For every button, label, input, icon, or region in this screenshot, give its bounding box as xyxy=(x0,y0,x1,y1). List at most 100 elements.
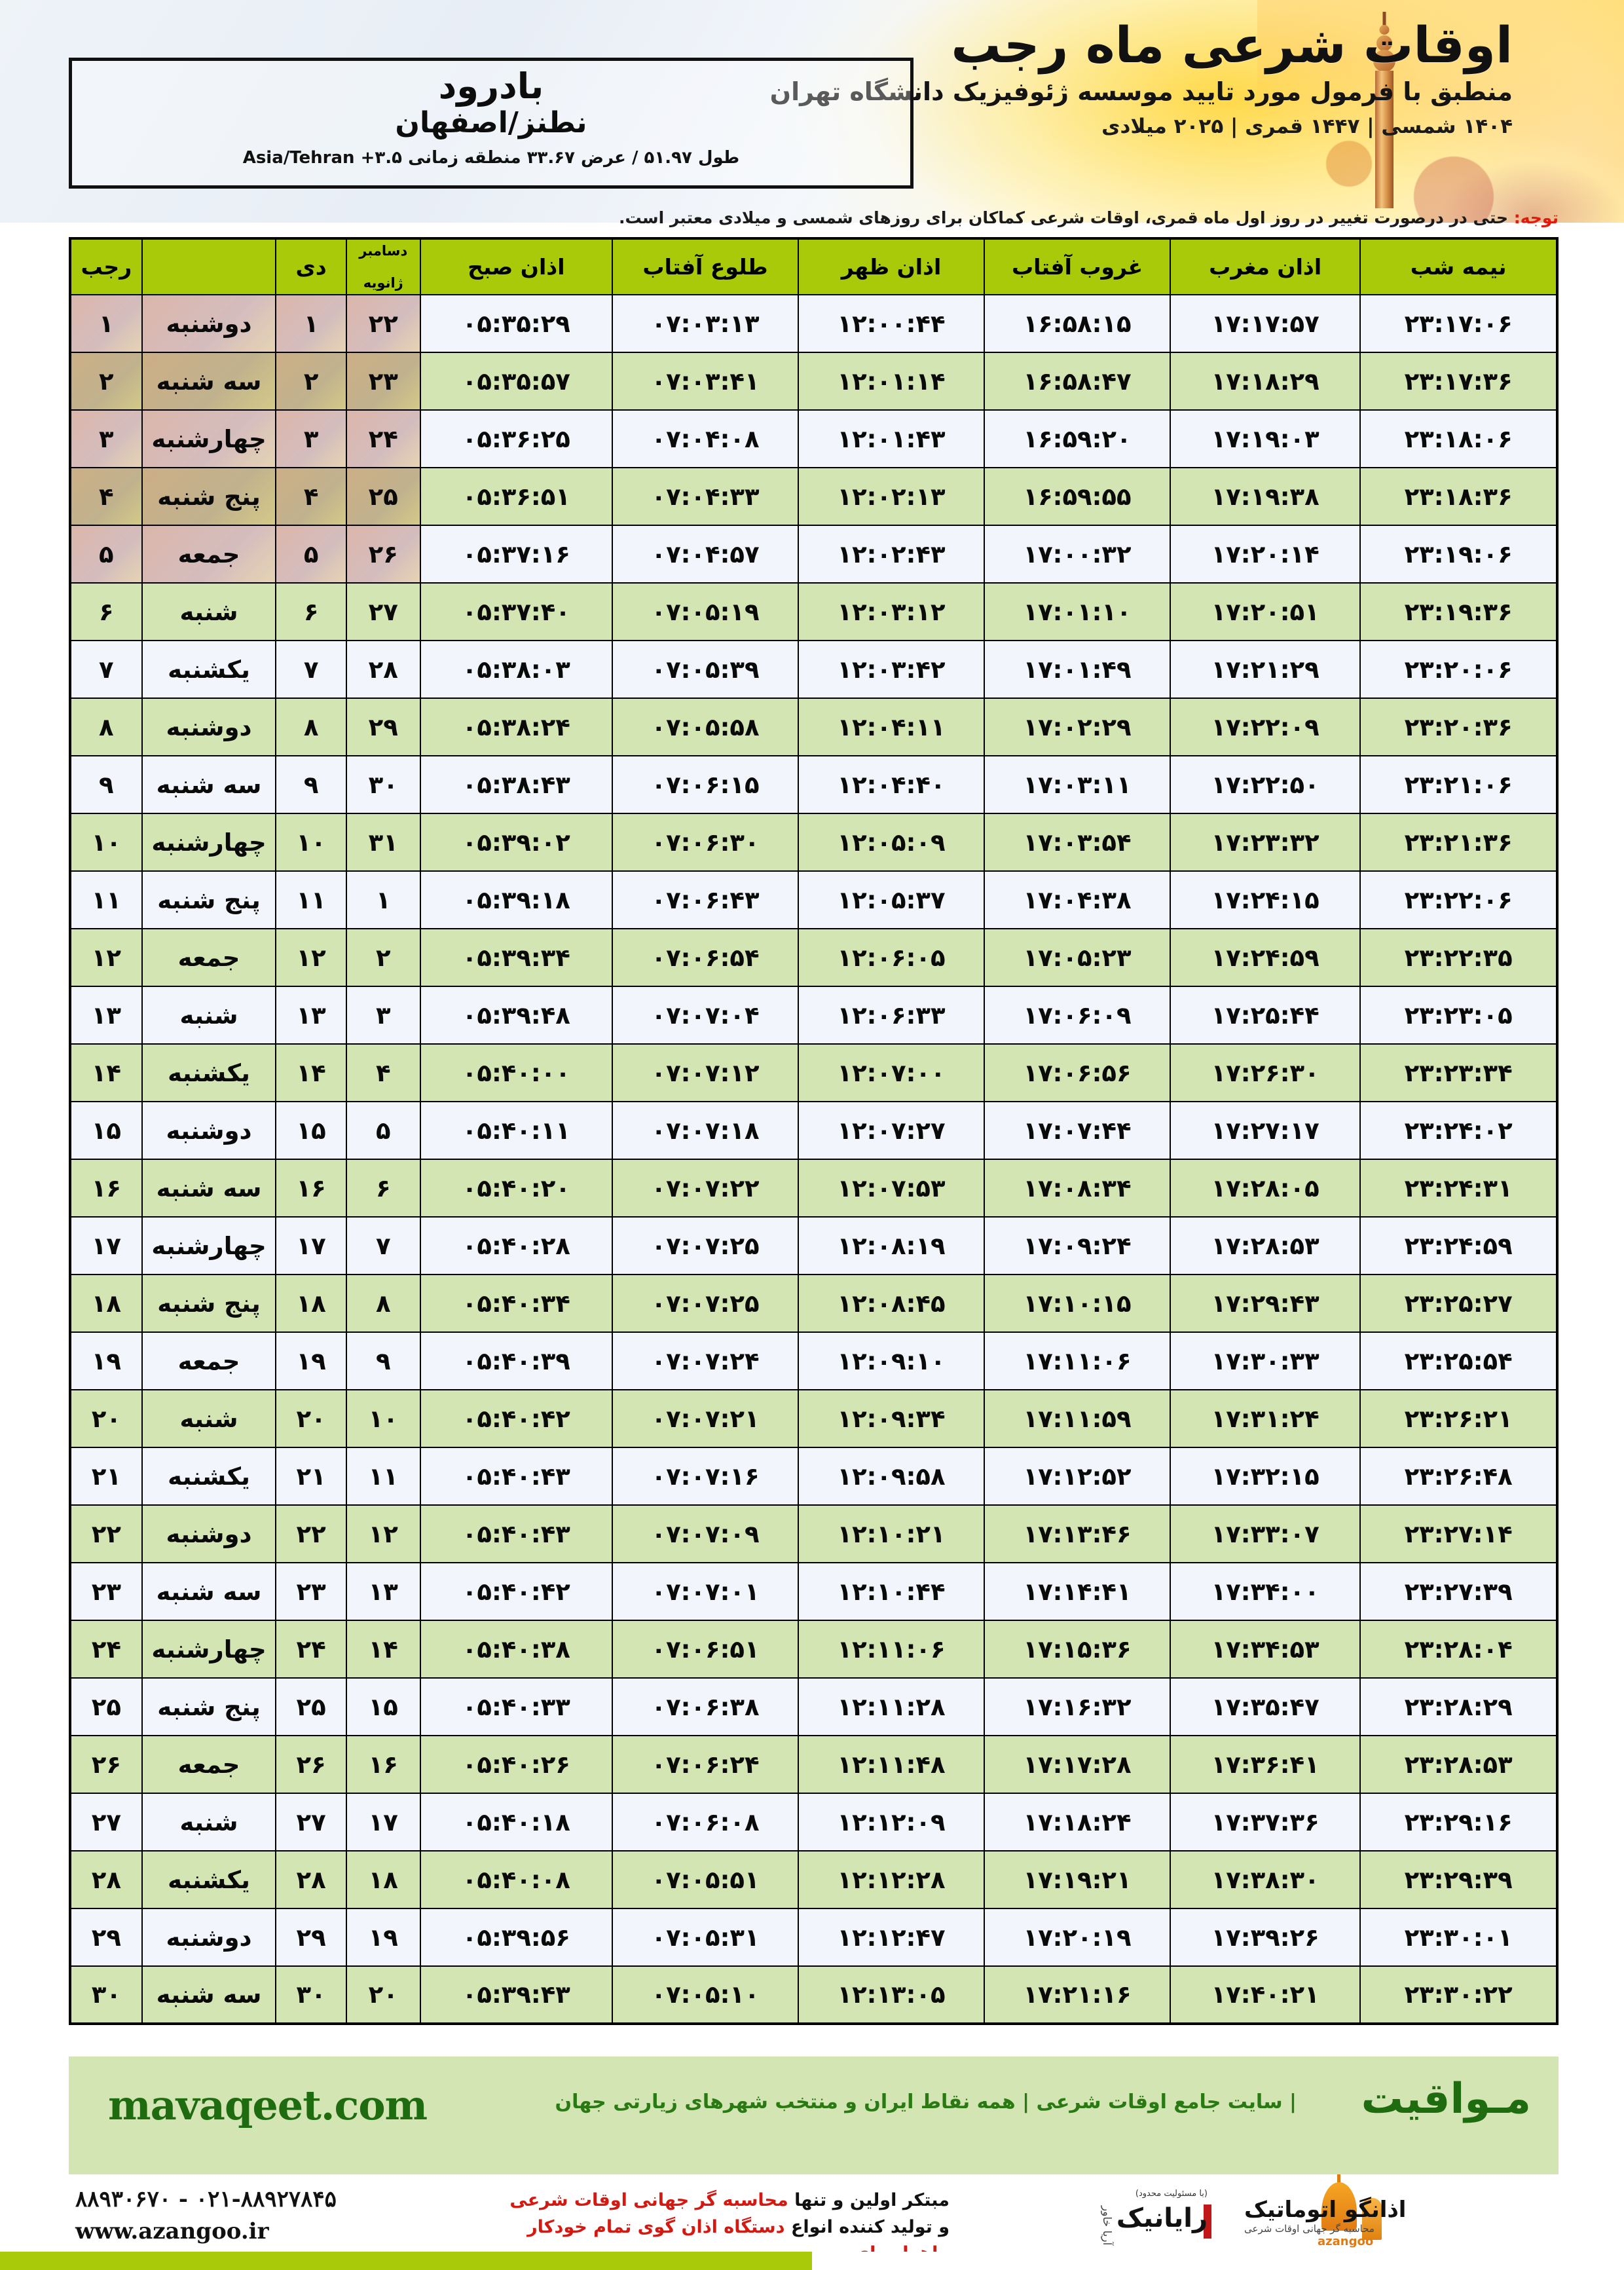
cell-rajab-day: ۳۰ xyxy=(69,1965,143,2024)
cell-dhuhr: ۱۲:۱۰:۴۴ xyxy=(798,1562,986,1621)
cell-midnight: ۲۳:۲۰:۰۶ xyxy=(1359,640,1558,699)
cell-sunrise: ۰۷:۰۷:۲۵ xyxy=(612,1216,800,1275)
mosque-dome-icon xyxy=(1321,2182,1357,2231)
cell-weekday: شنبه xyxy=(141,582,277,641)
cell-rajab-day: ۱۱ xyxy=(69,870,143,929)
cell-gregorian-day: ۲۴ xyxy=(345,409,421,468)
cell-dhuhr: ۱۲:۱۱:۴۸ xyxy=(798,1735,986,1794)
cell-dey-day: ۳۰ xyxy=(275,1965,347,2024)
cell-sunset: ۱۷:۲۱:۱۶ xyxy=(984,1965,1172,2024)
cell-sunrise: ۰۷:۰۶:۳۰ xyxy=(612,813,800,872)
cell-fajr: ۰۵:۳۹:۵۶ xyxy=(419,1908,614,1967)
table-row: ۲۳:۲۹:۳۹ ۱۷:۳۸:۳۰ ۱۷:۱۹:۲۱ ۱۲:۱۲:۲۸ ۰۷:۰۵:۵۱… xyxy=(69,1850,1558,1909)
cell-dey-day: ۱۳ xyxy=(275,986,347,1045)
cell-sunset: ۱۷:۰۱:۴۹ xyxy=(984,640,1172,699)
cell-midnight: ۲۳:۲۸:۵۳ xyxy=(1359,1735,1558,1794)
cell-rajab-day: ۱۸ xyxy=(69,1274,143,1333)
column-header-maghrib: اذان مغرب xyxy=(1170,238,1361,295)
cell-dey-day: ۲۶ xyxy=(275,1735,347,1794)
cell-dhuhr: ۱۲:۰۷:۰۰ xyxy=(798,1043,986,1102)
cell-sunset: ۱۷:۰۶:۵۶ xyxy=(984,1043,1172,1102)
page-header: اوقات شرعی ماه رجب منطبق با فرمول مورد ت… xyxy=(0,0,1624,223)
shrine-artwork-icon xyxy=(1257,0,1624,223)
brand-website-link[interactable]: mavaqeet.com xyxy=(108,2081,428,2129)
cell-gregorian-day: ۱۲ xyxy=(345,1504,421,1563)
cell-dhuhr: ۱۲:۰۲:۱۳ xyxy=(798,467,986,526)
cell-sunset: ۱۷:۱۴:۴۱ xyxy=(984,1562,1172,1621)
cell-gregorian-day: ۷ xyxy=(345,1216,421,1275)
cell-rajab-day: ۸ xyxy=(69,698,143,756)
cell-gregorian-day: ۲ xyxy=(345,928,421,987)
cell-dhuhr: ۱۲:۰۳:۱۲ xyxy=(798,582,986,641)
cell-dey-day: ۲۵ xyxy=(275,1677,347,1736)
location-box: بادرود نطنز/اصفهان طول ۵۱.۹۷ / عرض ۳۳.۶۷… xyxy=(69,58,913,189)
cell-fajr: ۰۵:۴۰:۲۶ xyxy=(419,1735,614,1794)
table-row: ۲۳:۳۰:۰۱ ۱۷:۳۹:۲۶ ۱۷:۲۰:۱۹ ۱۲:۱۲:۴۷ ۰۷:۰۵:۳۱… xyxy=(69,1908,1558,1967)
cell-midnight: ۲۳:۲۵:۵۴ xyxy=(1359,1331,1558,1390)
cell-sunset: ۱۷:۰۲:۲۹ xyxy=(984,698,1172,756)
cell-midnight: ۲۳:۲۵:۲۷ xyxy=(1359,1274,1558,1333)
cell-maghrib: ۱۷:۱۹:۰۳ xyxy=(1170,409,1361,468)
cell-sunrise: ۰۷:۰۷:۲۲ xyxy=(612,1159,800,1218)
cell-weekday: پنج شنبه xyxy=(141,1274,277,1333)
contact-block: ۰۲۱-۸۸۹۲۷۸۴۵ - ۸۸۹۳۰۶۷۰ www.azangoo.ir xyxy=(75,2184,337,2248)
cell-midnight: ۲۳:۳۰:۲۲ xyxy=(1359,1965,1558,2024)
cell-dey-day: ۴ xyxy=(275,467,347,526)
cell-sunset: ۱۷:۱۶:۳۲ xyxy=(984,1677,1172,1736)
cell-midnight: ۲۳:۱۸:۳۶ xyxy=(1359,467,1558,526)
cell-gregorian-day: ۱۷ xyxy=(345,1793,421,1851)
cell-fajr: ۰۵:۳۹:۴۳ xyxy=(419,1965,614,2024)
cell-sunset: ۱۷:۲۰:۱۹ xyxy=(984,1908,1172,1967)
table-row: ۲۳:۱۸:۳۶ ۱۷:۱۹:۳۸ ۱۶:۵۹:۵۵ ۱۲:۰۲:۱۳ ۰۷:۰۴:۳۳… xyxy=(69,467,1558,526)
cell-midnight: ۲۳:۲۳:۳۴ xyxy=(1359,1043,1558,1102)
cell-dey-day: ۱۶ xyxy=(275,1159,347,1218)
cell-midnight: ۲۳:۲۲:۳۵ xyxy=(1359,928,1558,987)
note-label: توجه: xyxy=(1513,208,1559,227)
cell-dhuhr: ۱۲:۰۷:۲۷ xyxy=(798,1101,986,1160)
cell-dey-day: ۸ xyxy=(275,698,347,756)
cell-dey-day: ۲۱ xyxy=(275,1447,347,1506)
cell-sunset: ۱۷:۱۹:۲۱ xyxy=(984,1850,1172,1909)
cell-dhuhr: ۱۲:۰۹:۱۰ xyxy=(798,1331,986,1390)
rayaneek-legal-note: (با مسئولیت محدود) xyxy=(1135,2189,1208,2199)
cell-sunrise: ۰۷:۰۶:۲۴ xyxy=(612,1735,800,1794)
cell-rajab-day: ۲۴ xyxy=(69,1620,143,1679)
azangoo-website-link[interactable]: www.azangoo.ir xyxy=(75,2218,269,2245)
cell-midnight: ۲۳:۲۷:۱۴ xyxy=(1359,1504,1558,1563)
cell-fajr: ۰۵:۴۰:۴۲ xyxy=(419,1562,614,1621)
cell-midnight: ۲۳:۲۶:۲۱ xyxy=(1359,1389,1558,1448)
cell-midnight: ۲۳:۲۹:۱۶ xyxy=(1359,1793,1558,1851)
cell-dey-day: ۱۲ xyxy=(275,928,347,987)
cell-maghrib: ۱۷:۳۶:۴۱ xyxy=(1170,1735,1361,1794)
calendar-date-line: ۱۴۰۴ شمسی | ۱۴۴۷ قمری | ۲۰۲۵ میلادی xyxy=(1101,114,1513,138)
rayaneek-logo-bar-icon xyxy=(1204,2205,1211,2239)
table-row: ۲۳:۲۸:۵۳ ۱۷:۳۶:۴۱ ۱۷:۱۷:۲۸ ۱۲:۱۱:۴۸ ۰۷:۰۶:۲۴… xyxy=(69,1735,1558,1794)
cell-sunrise: ۰۷:۰۶:۴۳ xyxy=(612,870,800,929)
cell-weekday: یکشنبه xyxy=(141,1043,277,1102)
title-block: اوقات شرعی ماه رجب منطبق با فرمول مورد ت… xyxy=(770,17,1513,138)
cell-sunrise: ۰۷:۰۶:۳۸ xyxy=(612,1677,800,1736)
table-row: ۲۳:۱۸:۰۶ ۱۷:۱۹:۰۳ ۱۶:۵۹:۲۰ ۱۲:۰۱:۴۳ ۰۷:۰۴:۰۸… xyxy=(69,409,1558,468)
cell-midnight: ۲۳:۱۷:۳۶ xyxy=(1359,352,1558,411)
rayaneek-logo: (با مسئولیت محدود) رایانیک آریا خاور xyxy=(1041,2189,1211,2249)
cell-sunset: ۱۷:۱۲:۵۲ xyxy=(984,1447,1172,1506)
cell-weekday: دوشنبه xyxy=(141,294,277,353)
cell-midnight: ۲۳:۲۶:۴۸ xyxy=(1359,1447,1558,1506)
cell-midnight: ۲۳:۱۹:۳۶ xyxy=(1359,582,1558,641)
cell-sunset: ۱۷:۱۷:۲۸ xyxy=(984,1735,1172,1794)
cell-sunset: ۱۷:۰۵:۲۳ xyxy=(984,928,1172,987)
cell-sunrise: ۰۷:۰۷:۰۹ xyxy=(612,1504,800,1563)
cell-weekday: یکشنبه xyxy=(141,1850,277,1909)
cell-dhuhr: ۱۲:۱۲:۴۷ xyxy=(798,1908,986,1967)
cell-maghrib: ۱۷:۴۰:۲۱ xyxy=(1170,1965,1361,2024)
cell-weekday: پنج شنبه xyxy=(141,467,277,526)
cell-dhuhr: ۱۲:۱۲:۰۹ xyxy=(798,1793,986,1851)
column-header-december: دسامبر xyxy=(359,242,408,259)
table-row: ۲۳:۲۷:۱۴ ۱۷:۳۳:۰۷ ۱۷:۱۳:۴۶ ۱۲:۱۰:۲۱ ۰۷:۰۷:۰۹… xyxy=(69,1504,1558,1563)
cell-weekday: سه شنبه xyxy=(141,1562,277,1621)
cell-fajr: ۰۵:۳۹:۱۸ xyxy=(419,870,614,929)
prayer-times-table-wrap: نیمه شب اذان مغرب غروب آفتاب اذان ظهر طل… xyxy=(69,237,1559,2025)
cell-sunset: ۱۷:۰۸:۳۴ xyxy=(984,1159,1172,1218)
cell-weekday: پنج شنبه xyxy=(141,1677,277,1736)
brand-name-fa: مـواقیت xyxy=(1361,2075,1531,2123)
